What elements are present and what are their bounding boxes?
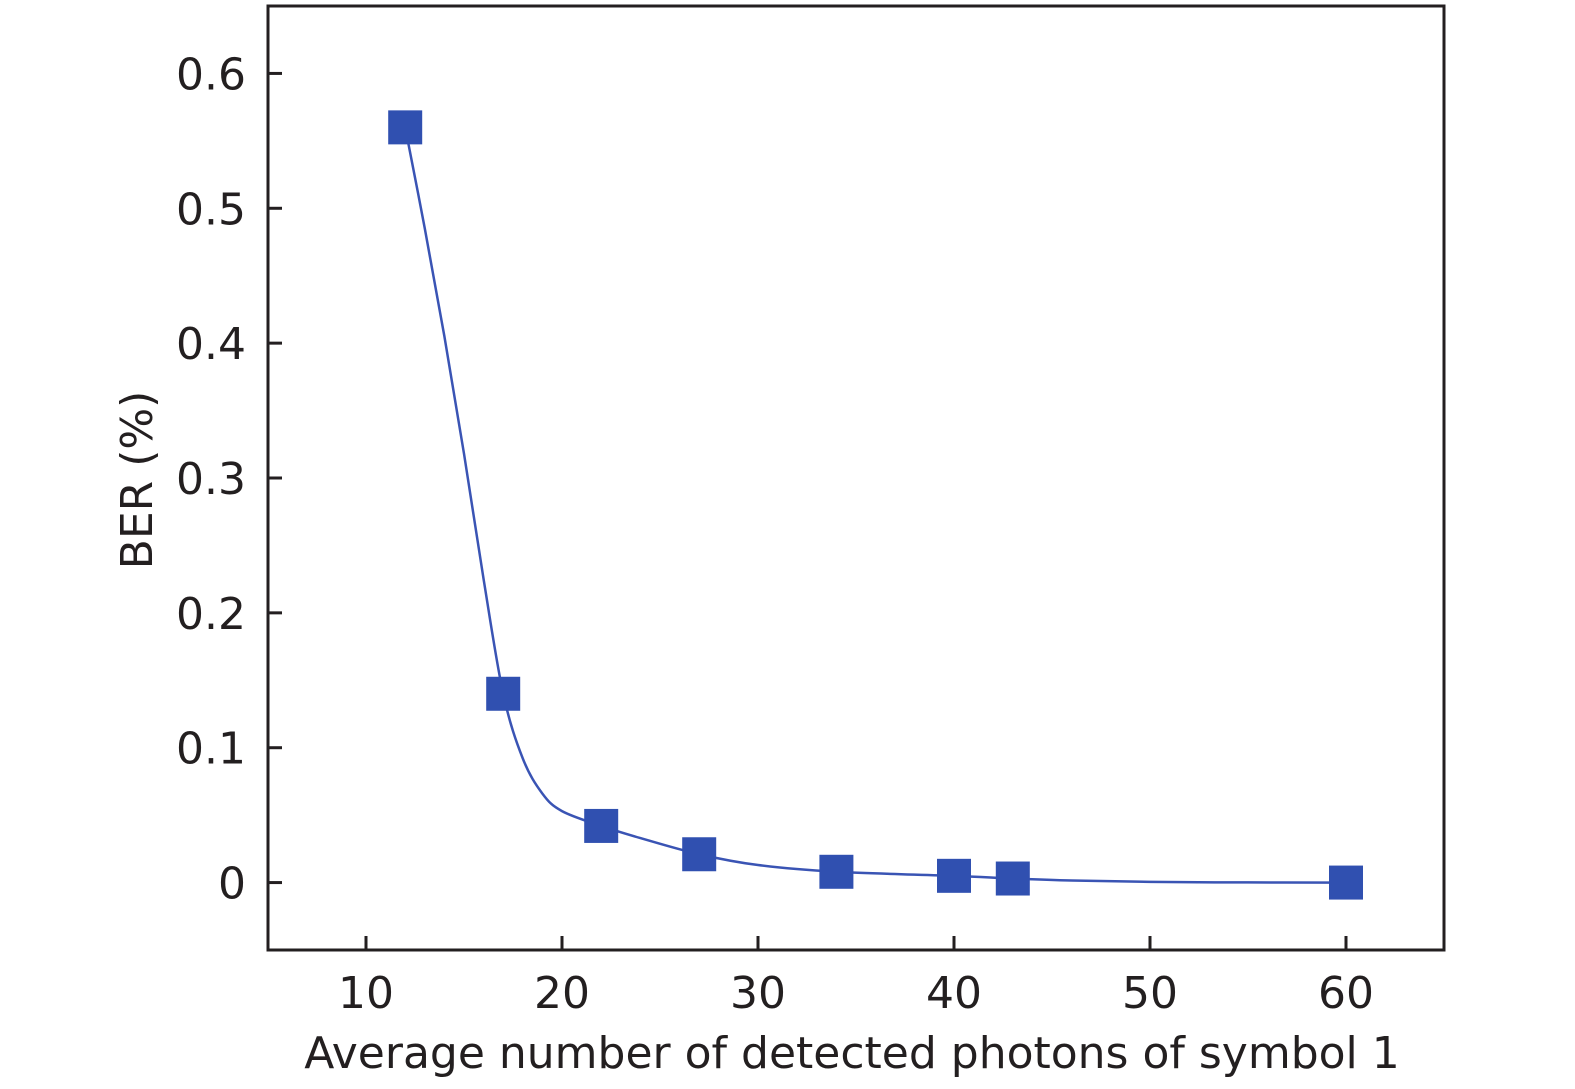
- y-tick-label: 0.6: [176, 49, 246, 100]
- data-point: [995, 861, 1030, 896]
- plot-frame: [266, 4, 1446, 952]
- x-axis: 10 20 30 40 50 60: [338, 936, 1374, 1019]
- y-tick-label: 0: [218, 859, 246, 910]
- data-point: [388, 110, 423, 145]
- data-markers: [388, 110, 1363, 900]
- y-axis: 0 0.1 0.2 0.3 0.4 0.5 0.6: [176, 49, 282, 910]
- data-point: [1329, 865, 1363, 900]
- y-tick-label: 0.1: [176, 724, 246, 775]
- y-tick-label: 0.4: [176, 319, 246, 370]
- x-axis-title: Average number of detected photons of sy…: [304, 1028, 1400, 1079]
- x-tick-label: 50: [1122, 968, 1178, 1019]
- x-tick-label: 10: [338, 968, 394, 1019]
- data-point: [584, 808, 619, 843]
- data-point: [819, 854, 854, 889]
- x-tick-label: 60: [1318, 968, 1374, 1019]
- data-point: [486, 676, 521, 711]
- y-tick-label: 0.5: [176, 184, 246, 235]
- x-tick-label: 20: [534, 968, 590, 1019]
- x-tick-label: 40: [926, 968, 982, 1019]
- fit-curve: [403, 127, 1347, 884]
- y-tick-label: 0.3: [176, 454, 246, 505]
- y-tick-label: 0.2: [176, 589, 246, 640]
- y-axis-title: BER (%): [112, 391, 163, 570]
- x-tick-label: 30: [730, 968, 786, 1019]
- data-point: [937, 858, 971, 893]
- data-point: [682, 837, 717, 872]
